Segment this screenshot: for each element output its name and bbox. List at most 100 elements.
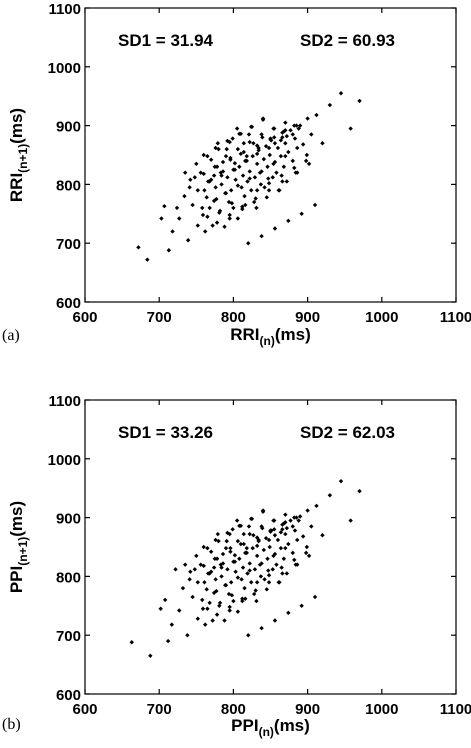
scatter-point: [228, 580, 234, 585]
scatter-point: [338, 478, 344, 484]
scatter-point: [251, 533, 256, 538]
scatter-point: [286, 541, 291, 547]
scatter-point: [195, 580, 200, 585]
scatter-point: [232, 553, 238, 558]
scatter-point: [300, 534, 306, 539]
scatter-point: [195, 616, 200, 621]
scatter-point: [292, 515, 297, 520]
scatter-point: [294, 515, 299, 520]
scatter-point: [263, 535, 269, 541]
scatter-point: [295, 145, 300, 151]
scatter-point: [200, 212, 206, 218]
scatter-point: [145, 257, 150, 262]
y-tick-label: 1000: [48, 60, 81, 77]
scatter-point: [272, 527, 277, 532]
scatter-point: [260, 525, 265, 531]
scatter-point: [220, 561, 226, 566]
scatter-point: [357, 488, 362, 494]
scatter-point: [254, 553, 260, 559]
scatter-point: [280, 179, 285, 184]
scatter-point: [254, 543, 260, 549]
scatter-point: [268, 137, 273, 142]
scatter-point: [306, 161, 312, 167]
scatter-point: [211, 565, 217, 570]
scatter-point: [272, 126, 277, 131]
scatter-point: [214, 612, 220, 617]
scatter-point: [200, 606, 206, 611]
scatter-point: [204, 587, 209, 592]
scatter-point: [201, 563, 206, 569]
scatter-point: [281, 164, 287, 169]
scatter-point: [174, 205, 180, 211]
scatter-point: [214, 164, 220, 169]
scatter-point: [259, 625, 264, 631]
x-tick-label: 1100: [440, 309, 471, 326]
scatter-point: [217, 603, 222, 608]
scatter-point: [290, 524, 295, 529]
scatter-point: [254, 151, 260, 157]
scatter-point: [265, 164, 270, 169]
x-axis-label: RRI(n)(ms): [230, 325, 311, 348]
scatter-point: [235, 146, 241, 152]
scatter-point: [195, 223, 200, 228]
scatter-point: [240, 173, 246, 178]
scatter-point: [266, 580, 272, 585]
scatter-point: [272, 618, 278, 623]
scatter-point: [250, 545, 255, 551]
scatter-point: [242, 585, 247, 591]
scatter-point: [214, 556, 220, 561]
scatter-point: [148, 653, 153, 658]
scatter-point: [280, 527, 285, 532]
scatter-point: [283, 141, 288, 146]
scatter-point: [263, 143, 269, 149]
scatter-point: [320, 533, 325, 538]
scatter-point: [219, 173, 224, 178]
scatter-point: [286, 610, 291, 616]
scatter-point: [188, 569, 193, 574]
scatter-point: [293, 562, 298, 567]
scatter-point: [266, 145, 272, 151]
y-tick-label: 1100: [48, 1, 81, 18]
scatter-point: [205, 214, 210, 219]
scatter-point: [278, 138, 284, 143]
scatter-point: [217, 208, 223, 214]
scatter-point: [271, 161, 276, 167]
scatter-point: [292, 123, 297, 128]
scatter-point: [280, 130, 285, 135]
scatter-point: [194, 553, 199, 559]
scatter-point: [240, 598, 245, 604]
scatter-point: [182, 170, 188, 175]
scatter-point: [203, 229, 208, 234]
scatter-point: [266, 176, 271, 181]
scatter-point: [283, 512, 288, 517]
scatter-point: [192, 567, 198, 572]
scatter-point: [237, 164, 242, 169]
scatter-point: [182, 193, 187, 199]
scatter-point: [169, 622, 175, 627]
scatter-point: [267, 544, 272, 550]
scatter-point: [283, 531, 288, 537]
scatter-point: [271, 553, 276, 559]
scatter-point: [306, 553, 312, 559]
scatter-point: [312, 202, 318, 208]
scatter-point: [286, 149, 291, 155]
chart-panel-2: 600 700 800 900 1000 1100 600 700 800 900 1000 1100…: [2, 393, 471, 739]
y-tick-label: 900: [56, 511, 81, 528]
scatter-point: [279, 173, 284, 178]
scatter-point: [201, 152, 206, 158]
scatter-point: [299, 603, 304, 608]
scatter-point: [264, 587, 269, 592]
scatter-point: [261, 547, 267, 553]
scatter-point: [136, 245, 141, 250]
scatter-point: [204, 195, 209, 200]
scatter-point: [180, 585, 186, 591]
scatter-point: [229, 593, 235, 598]
scatter-point: [284, 179, 290, 184]
scatter-point: [348, 518, 353, 523]
scatter-point: [276, 580, 281, 585]
scatter-point: [309, 132, 314, 137]
scatter-point: [220, 159, 226, 165]
scatter-point: [225, 530, 230, 536]
scatter-point: [225, 175, 230, 180]
scatter-point: [233, 177, 238, 182]
